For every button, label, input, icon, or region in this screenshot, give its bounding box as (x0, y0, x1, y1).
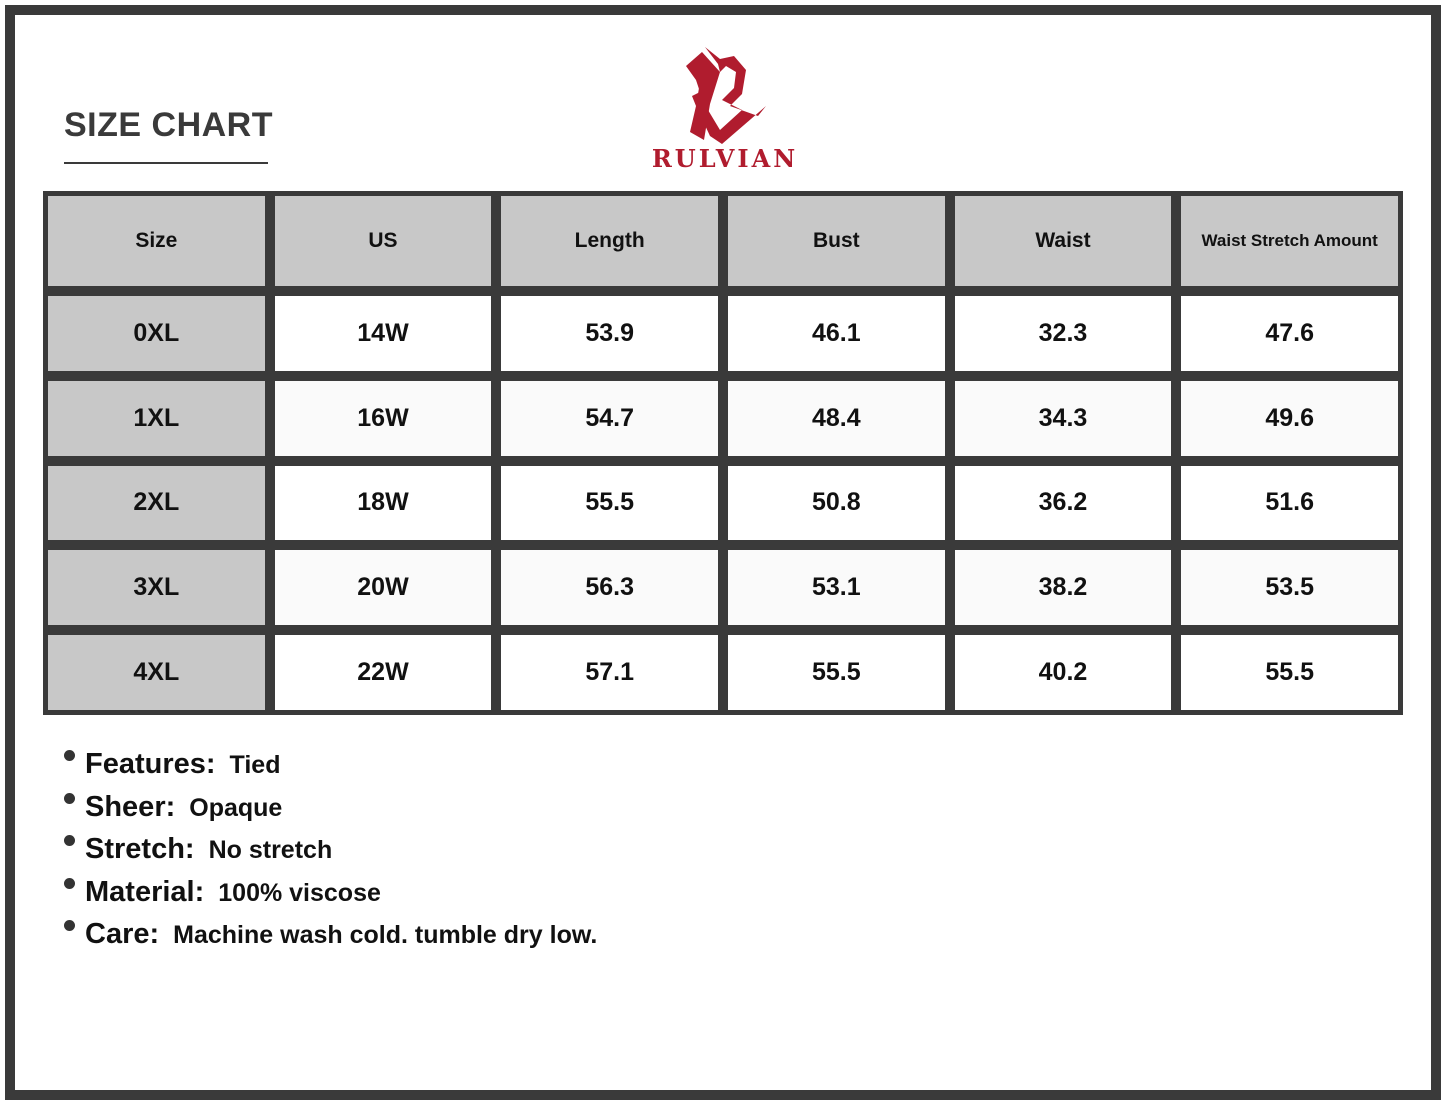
table-cell: 16W (274, 380, 492, 456)
page-title: SIZE CHART (64, 106, 273, 144)
size-cell: 2XL (48, 465, 265, 541)
feature-item: Features: Tied (64, 748, 597, 791)
feature-value: Tied (229, 751, 281, 779)
header-waist: Waist (954, 196, 1172, 286)
brand-logo: RULVIAN (630, 44, 820, 180)
size-chart-table: Size US Length Bust Waist Waist Stretch … (43, 191, 1403, 715)
feature-item: Sheer: Opaque (64, 791, 597, 834)
feature-label: Material: (85, 875, 205, 908)
table-cell: 14W (274, 296, 492, 371)
feature-label: Features: (85, 748, 216, 780)
feature-value: Opaque (189, 793, 283, 822)
rulvian-r-logo-icon (686, 47, 766, 144)
size-cell: 3XL (48, 550, 265, 626)
bullet-icon (64, 835, 75, 846)
table-cell: 56.3 (501, 550, 718, 626)
table-cell: 53.9 (501, 296, 718, 371)
header-bust: Bust (728, 196, 945, 286)
table-cell: 18W (274, 465, 492, 541)
feature-value: 100% viscose (218, 878, 381, 907)
bullet-icon (64, 877, 75, 889)
brand-name: RULVIAN (651, 144, 799, 173)
feature-item: Care: Machine wash cold. tumble dry low. (64, 918, 597, 961)
table-cell: 49.6 (1181, 380, 1398, 456)
title-underline (64, 162, 268, 164)
table-cell: 20W (274, 550, 492, 626)
table-cell: 54.7 (501, 380, 718, 456)
bullet-icon (64, 920, 75, 931)
feature-label: Sheer: (85, 790, 176, 823)
table-cell: 36.2 (954, 465, 1172, 541)
header-size: Size (48, 196, 265, 286)
table-cell: 55.5 (728, 635, 945, 710)
header-us: US (274, 196, 492, 286)
table-cell: 55.5 (1181, 635, 1398, 710)
table-cell: 53.5 (1181, 550, 1398, 626)
table-cell: 57.1 (501, 635, 718, 710)
header-length: Length (501, 196, 718, 286)
size-cell: 4XL (48, 635, 265, 710)
table-cell: 38.2 (954, 550, 1172, 626)
bullet-icon (64, 750, 75, 761)
size-cell: 0XL (48, 296, 265, 371)
table-cell: 55.5 (501, 465, 718, 541)
feature-list: Features: Tied Sheer: Opaque Stretch: No stre… (64, 748, 597, 961)
table-cell: 46.1 (728, 296, 945, 371)
table-cell: 22W (274, 635, 492, 710)
table-cell: 47.6 (1181, 296, 1398, 371)
table-cell: 32.3 (954, 296, 1172, 371)
table-cell: 53.1 (728, 550, 945, 626)
feature-item: Material: 100% viscose (64, 876, 597, 919)
bullet-icon (64, 792, 75, 804)
feature-label: Care: (85, 918, 160, 950)
table-cell: 50.8 (728, 465, 945, 541)
size-cell: 1XL (48, 380, 265, 456)
table-cell: 40.2 (954, 635, 1172, 710)
feature-item: Stretch: No stretch (64, 833, 597, 876)
header-waist-stretch: Waist Stretch Amount (1181, 196, 1398, 286)
feature-value: Machine wash cold. tumble dry low. (173, 921, 598, 949)
table-cell: 34.3 (954, 380, 1172, 456)
feature-label: Stretch: (85, 833, 195, 865)
table-cell: 51.6 (1181, 465, 1398, 541)
table-cell: 48.4 (728, 380, 945, 456)
feature-value: No stretch (208, 836, 333, 864)
